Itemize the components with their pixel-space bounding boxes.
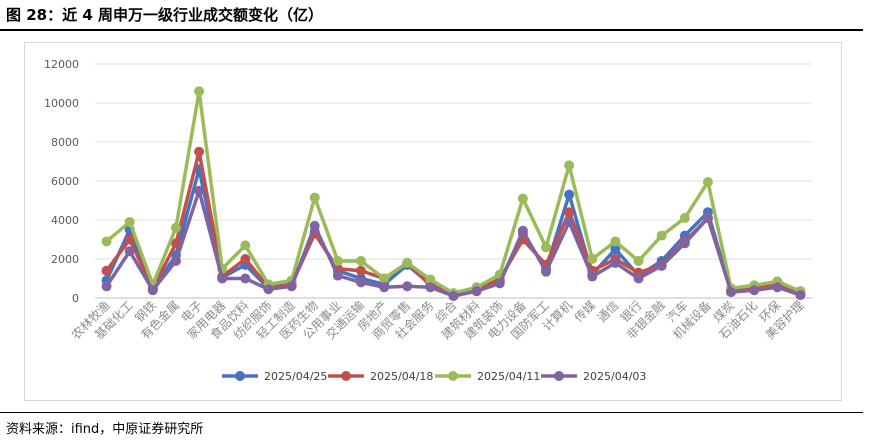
data-point xyxy=(679,213,690,224)
figure-title: 图 28：近 4 周申万一级行业成交额变化（亿） xyxy=(6,6,323,24)
title-rule xyxy=(0,29,863,31)
data-point xyxy=(309,192,320,203)
data-point xyxy=(610,244,621,255)
data-point xyxy=(286,281,297,292)
legend-label: 2025/04/03 xyxy=(583,370,646,383)
series-lines xyxy=(101,86,806,302)
data-point xyxy=(471,286,482,297)
data-point xyxy=(124,234,135,245)
series-1 xyxy=(101,164,806,301)
data-point xyxy=(448,291,459,302)
series-line xyxy=(104,89,803,295)
source-note: 资料来源：ifind，中原证券研究所 xyxy=(6,422,204,437)
legend-marker xyxy=(554,371,564,381)
data-point xyxy=(355,277,366,288)
y-tick-label: 12000 xyxy=(44,58,79,71)
data-point xyxy=(610,236,621,247)
data-point xyxy=(309,220,320,231)
data-point xyxy=(355,255,366,266)
data-point xyxy=(170,222,181,233)
y-tick-label: 6000 xyxy=(51,175,79,188)
series-4 xyxy=(101,185,806,302)
data-point xyxy=(263,284,274,295)
y-tick-label: 8000 xyxy=(51,136,79,149)
legend-entry: 2025/04/25 xyxy=(222,370,327,383)
data-point xyxy=(170,238,181,249)
data-point xyxy=(633,273,644,284)
data-point xyxy=(124,216,135,227)
data-point xyxy=(541,266,552,277)
data-point xyxy=(679,238,690,249)
data-point xyxy=(170,255,181,266)
data-point xyxy=(101,265,112,276)
legend-label: 2025/04/25 xyxy=(264,370,327,383)
legend-entry: 2025/04/18 xyxy=(328,370,433,383)
data-point xyxy=(425,282,436,293)
data-point xyxy=(656,230,667,241)
data-point xyxy=(402,281,413,292)
data-point xyxy=(726,287,737,298)
data-point xyxy=(147,285,158,296)
data-point xyxy=(564,160,575,171)
data-point xyxy=(101,236,112,247)
data-point xyxy=(425,274,436,285)
data-point xyxy=(587,254,598,264)
data-point xyxy=(633,255,644,266)
data-point xyxy=(541,242,552,253)
data-point xyxy=(379,273,390,284)
data-point xyxy=(101,281,112,292)
data-point xyxy=(379,282,390,293)
legend-label: 2025/04/11 xyxy=(477,370,540,383)
data-point xyxy=(795,290,806,301)
data-point xyxy=(332,255,343,266)
legend-marker xyxy=(341,371,351,381)
data-point xyxy=(749,285,760,296)
data-point xyxy=(332,270,343,281)
y-tick-label: 2000 xyxy=(51,253,79,266)
y-tick-label: 10000 xyxy=(44,97,79,110)
legend-marker xyxy=(235,371,245,381)
data-point xyxy=(517,225,528,236)
data-point xyxy=(402,257,413,268)
data-point xyxy=(217,273,228,284)
legend-entry: 2025/04/03 xyxy=(541,370,646,383)
data-point xyxy=(702,176,713,187)
data-point xyxy=(564,189,575,200)
data-point xyxy=(610,257,621,268)
data-point xyxy=(240,240,251,251)
data-point xyxy=(240,273,251,284)
y-tick-label: 0 xyxy=(72,292,79,305)
legend: 2025/04/25 2025/04/18 2025/04/11 2025/04/03 xyxy=(222,370,646,383)
data-point xyxy=(494,278,505,289)
data-point xyxy=(124,246,135,257)
data-point xyxy=(194,185,205,196)
legend-entry: 2025/04/11 xyxy=(435,370,540,383)
data-point xyxy=(772,282,783,293)
data-point xyxy=(517,193,528,204)
x-tick-label: 通信 xyxy=(595,298,622,325)
data-point xyxy=(587,271,598,282)
legend-marker xyxy=(448,371,458,381)
source-rule xyxy=(0,412,863,413)
data-point xyxy=(564,216,575,227)
x-tick-labels: 农林牧渔基础化工钢铁有色金属电子家用电器食品饮料纺织服饰轻工制造医药生物公用事业… xyxy=(69,298,807,343)
y-tick-labels: 0 2000 4000 6000 8000 10000 12000 xyxy=(44,58,79,305)
data-point xyxy=(194,146,205,157)
y-tick-label: 4000 xyxy=(51,214,79,227)
data-point xyxy=(656,260,667,271)
data-point xyxy=(564,207,575,218)
x-tick-label: 传媒 xyxy=(571,298,599,326)
data-point xyxy=(355,265,366,276)
data-point xyxy=(240,254,251,264)
legend-label: 2025/04/18 xyxy=(370,370,433,383)
data-point xyxy=(702,213,713,224)
data-point xyxy=(194,86,205,97)
